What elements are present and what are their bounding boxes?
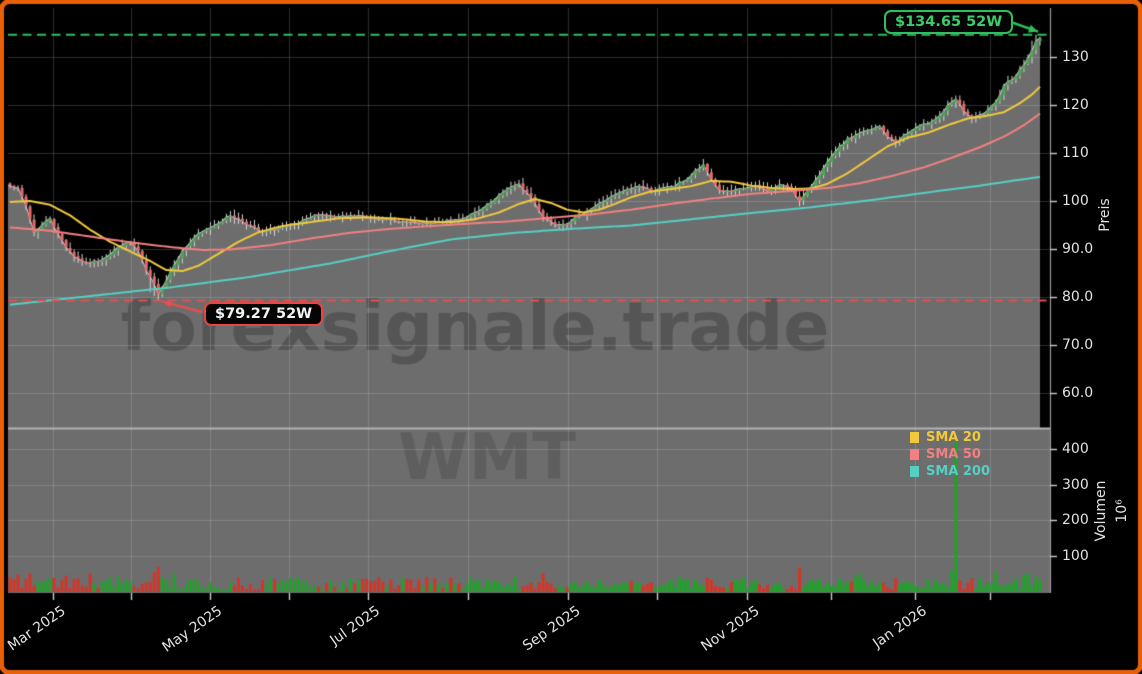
- legend-item-sma20: SMA 20: [910, 429, 990, 446]
- low-52w-annotation: $79.27 52W: [204, 302, 324, 326]
- high-52w-annotation-text: $134.65 52W: [895, 14, 1003, 30]
- sma50-swatch-icon: [910, 449, 919, 460]
- volume-axis-unit: 10⁶: [1114, 499, 1130, 523]
- legend-item-sma200: SMA 200: [910, 463, 990, 480]
- sma50-legend-label: SMA 50: [926, 447, 981, 462]
- volume-axis-title: Volumen: [1093, 480, 1109, 542]
- low-52w-annotation-text: $79.27 52W: [215, 306, 313, 322]
- legend-item-sma50: SMA 50: [910, 446, 990, 463]
- sma20-swatch-icon: [910, 432, 919, 443]
- high-52w-annotation: $134.65 52W: [884, 10, 1014, 34]
- sma20-legend-label: SMA 20: [926, 430, 981, 445]
- price-axis-title: Preis: [1097, 198, 1113, 232]
- sma200-swatch-icon: [910, 466, 919, 477]
- sma200-legend-label: SMA 200: [926, 464, 991, 479]
- sma-legend: SMA 20 SMA 50 SMA 200: [910, 429, 990, 480]
